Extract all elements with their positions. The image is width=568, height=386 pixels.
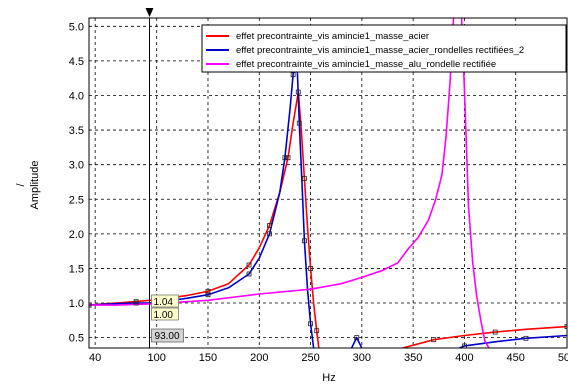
- data-point: [302, 176, 307, 181]
- x-tick-label: 40: [89, 352, 101, 364]
- x-axis-label: Hz: [322, 372, 335, 384]
- x-tick-label: 300: [353, 352, 371, 364]
- data-point: [296, 120, 302, 126]
- data-point: [267, 223, 272, 228]
- cursor-x-value: 93.00: [155, 331, 180, 342]
- data-point: [329, 363, 333, 367]
- data-point: [308, 321, 313, 327]
- x-tick-labels: 40 100 150 200 250 300 350 400 450 500: [89, 352, 568, 364]
- data-point: [205, 292, 211, 298]
- data-point: [246, 262, 252, 268]
- data-point: [523, 335, 529, 341]
- cursor-readout-value: 1.04: [154, 297, 174, 308]
- data-point: [431, 337, 437, 343]
- cursor-readout-box: [151, 294, 179, 308]
- y-tick-label: 4.5: [69, 56, 84, 68]
- series-line-0: [89, 91, 567, 348]
- x-tick-label: 400: [455, 352, 473, 364]
- data-point: [354, 335, 360, 341]
- data-point: [302, 238, 307, 244]
- series-line-1: [89, 39, 567, 348]
- y-axis-label: Amplitude: [29, 161, 41, 210]
- x-tick-label: 100: [148, 352, 166, 364]
- y-tick-label: 3.5: [69, 125, 84, 137]
- x-tick-label: 450: [507, 352, 525, 364]
- y-tick-label: 5.0: [69, 21, 84, 33]
- cursor[interactable]: 1.04 1.00 93.00: [145, 8, 184, 348]
- legend-entry-acier: effet precontrainte_vis amincie1_masse_a…: [236, 31, 429, 42]
- x-tick-label: 500: [558, 352, 568, 364]
- y-axis-unit: /: [15, 183, 27, 187]
- y-tick-label: 1.0: [69, 298, 84, 310]
- data-point: [267, 231, 272, 237]
- legend-entry-acier-rondelles: effet precontrainte_vis amincie1_masse_a…: [236, 45, 524, 56]
- data-point: [133, 300, 139, 306]
- cursor-x-box: [151, 328, 184, 343]
- plot-area: [89, 18, 567, 348]
- data-point: [89, 302, 92, 308]
- y-tick-label: 2.0: [69, 229, 84, 241]
- cursor-readout-value: 1.00: [154, 310, 174, 321]
- data-point: [308, 266, 313, 271]
- data-point: [314, 328, 320, 334]
- cursor-readout-box: [151, 307, 179, 321]
- y-tick-label: 3.0: [69, 160, 84, 172]
- y-tick-labels: 0.5 1.0 1.5 2.0 2.5 3.0 3.5 4.0 4.5 5.0: [69, 21, 84, 344]
- series-group: [89, 18, 567, 348]
- data-point: [564, 324, 567, 329]
- x-tick-label: 150: [199, 352, 217, 364]
- data-point: [246, 271, 252, 277]
- y-tick-label: 4.0: [69, 90, 84, 102]
- legend-entry-alu: effet precontrainte_vis amincie1_masse_a…: [236, 59, 496, 70]
- data-point: [492, 329, 498, 335]
- data-point: [380, 363, 384, 367]
- x-tick-label: 200: [250, 352, 268, 364]
- cursor-handle-icon[interactable]: [145, 8, 154, 17]
- x-tick-label: 350: [404, 352, 422, 364]
- data-point: [324, 363, 328, 367]
- x-tick-label: 250: [301, 352, 319, 364]
- y-tick-label: 0.5: [69, 333, 84, 345]
- legend: effet precontrainte_vis amincie1_masse_a…: [201, 24, 567, 73]
- y-tick-label: 1.5: [69, 263, 84, 275]
- legend-box: [201, 24, 567, 73]
- plot-frame: [88, 17, 568, 349]
- series-line-2: [89, 18, 490, 348]
- data-point: [205, 288, 211, 294]
- data-point: [282, 155, 288, 161]
- data-point: [290, 72, 296, 78]
- data-point: [285, 155, 291, 161]
- data-point: [295, 89, 301, 95]
- y-tick-label: 2.5: [69, 194, 84, 206]
